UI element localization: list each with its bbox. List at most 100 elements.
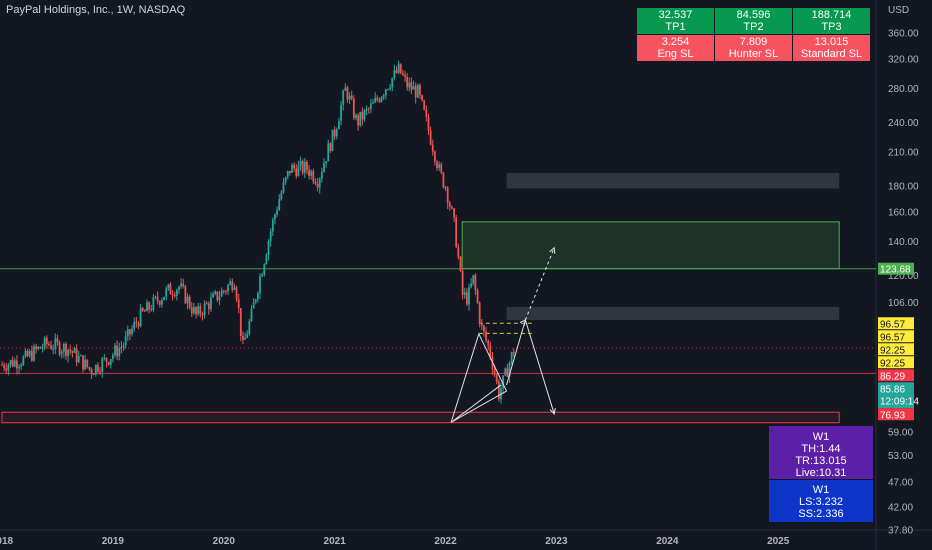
candle-body (207, 303, 210, 310)
candle-body (357, 115, 360, 126)
candle-body (244, 337, 246, 340)
stats-timeframe: W1 (812, 431, 830, 443)
candle-body (480, 323, 483, 326)
candle-body (48, 343, 50, 346)
candle-body (387, 89, 389, 91)
y-axis: 37.8042.0047.0053.0059.0067.0076.0086.00… (888, 29, 919, 537)
x-tick-label: 2019 (102, 536, 125, 547)
stats-live: Live:10.31 (795, 467, 847, 479)
candle-body (239, 308, 242, 336)
candle-body (284, 177, 287, 183)
candle-body (235, 287, 238, 300)
candle-body (11, 360, 14, 367)
candle-body (276, 210, 278, 215)
candle-body (137, 323, 140, 327)
candle-body (45, 337, 48, 344)
candle-body (205, 303, 208, 305)
candle-body (361, 111, 364, 120)
hunter-sl-cell: 7.809 Hunter SL (714, 34, 793, 62)
candle-body (146, 302, 148, 312)
candle-body (126, 329, 129, 337)
candle-body (154, 296, 157, 298)
tp1-cell: 32.537 TP1 (636, 7, 715, 35)
price-labels: 123.68 96.57 96.57 92.25 92.25 86.29 85.8612:0… (878, 262, 919, 421)
candle-body (271, 219, 274, 232)
candle-body (22, 356, 25, 366)
pattern-drawing (450, 246, 556, 423)
candle-body (342, 90, 345, 105)
candle-body (401, 73, 404, 76)
candle-body (444, 187, 447, 189)
candle-body (82, 355, 84, 370)
targets-table: 32.537 TP1 84.596 TP2 188.714 TP3 3.254 Eng … (636, 7, 871, 62)
candle-body (489, 345, 492, 357)
candle-body (135, 322, 138, 324)
candle-body (50, 345, 52, 350)
stats-th: TH:1.44 (801, 443, 841, 455)
candle-body (461, 271, 464, 295)
candle-body (440, 164, 443, 173)
x-tick-label: 2020 (213, 536, 236, 547)
candle-body (86, 359, 89, 367)
candle-body (493, 369, 496, 375)
candle-body (468, 287, 470, 305)
candle-body (120, 346, 123, 349)
price-label-bg-4 (878, 356, 914, 369)
candle-body (382, 95, 385, 98)
candle-body (306, 162, 308, 170)
candle-body (340, 104, 342, 121)
candle-body (233, 287, 236, 290)
candle-body (201, 313, 204, 316)
candle-body (52, 348, 55, 350)
candle-body (263, 264, 266, 275)
candle-body (397, 63, 400, 73)
candle-body (141, 307, 144, 311)
candle-body (338, 120, 340, 130)
candle-body (33, 346, 35, 361)
candle-body (124, 336, 127, 346)
candle-body (470, 283, 473, 288)
candle-body (314, 181, 317, 184)
candle-body (363, 110, 366, 120)
y-tick-label: 280.00 (888, 84, 919, 95)
candle-body (372, 102, 374, 104)
candle-body (261, 274, 264, 277)
candle-body (316, 183, 319, 188)
candle-body (512, 352, 515, 354)
candle-body (451, 206, 453, 209)
candle-body (107, 362, 110, 365)
arrow-up-head (519, 319, 527, 326)
candle-body (412, 86, 415, 90)
candle-body (178, 286, 180, 291)
y-tick-label: 37.80 (888, 526, 913, 537)
candle-body (487, 340, 490, 346)
candle-body (111, 354, 114, 360)
candle-body (286, 170, 289, 178)
candle-body (210, 297, 212, 310)
candle-body (105, 357, 108, 363)
candle-body (367, 108, 370, 110)
candle-body (56, 338, 59, 343)
arrow-dashed-head (549, 246, 556, 254)
candle-body (114, 345, 116, 355)
candle-body (348, 95, 351, 100)
candle-body (508, 362, 511, 377)
candle-body (254, 299, 257, 303)
candle-body (404, 75, 406, 77)
candle-body (453, 208, 455, 218)
y-tick-label: 360.00 (888, 29, 919, 40)
candle-body (225, 291, 227, 293)
candle-body (199, 306, 202, 314)
candle-body (150, 309, 153, 311)
candle-body (274, 214, 276, 220)
candle-body (310, 171, 313, 176)
candle-body (37, 346, 40, 350)
candle-body (457, 247, 460, 257)
candle-body (350, 95, 353, 99)
candle-body (485, 331, 487, 341)
candle-body (20, 365, 23, 367)
candle-body (237, 299, 240, 309)
candle-body (180, 283, 183, 287)
candle-body (5, 368, 8, 371)
